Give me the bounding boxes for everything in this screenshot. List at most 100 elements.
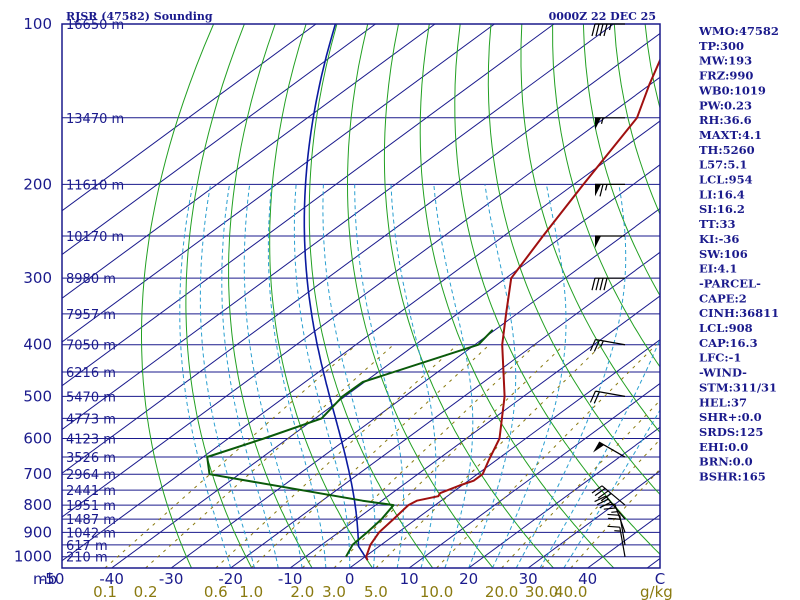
- height-label: 1951 m: [66, 499, 116, 514]
- mixing-ratio-line: [436, 344, 657, 568]
- index-line: LFC:-1: [699, 351, 741, 365]
- mixing-ratio-tick-label: 0.2: [134, 583, 158, 600]
- index-line: MAXT:4.1: [699, 128, 762, 142]
- height-label: 13470 m: [66, 112, 124, 127]
- isotherm-line: [62, 120, 660, 562]
- temperature-tick-label: 0: [345, 570, 355, 588]
- index-line: RH:36.6: [699, 113, 752, 127]
- index-line: BRN:0.0: [699, 455, 753, 469]
- height-label: 8980 m: [66, 272, 116, 287]
- height-label: 3526 m: [66, 451, 116, 466]
- index-line: TH:5260: [699, 143, 755, 157]
- mixing-ratio-tick-label: 3.0: [322, 583, 346, 600]
- parcel-path: [303, 24, 369, 561]
- isotherm-line: [62, 24, 555, 387]
- pressure-tick-label: 600: [23, 430, 52, 448]
- thermo-grid: [62, 24, 660, 568]
- isotherm-line: [527, 470, 660, 568]
- index-line: LI:16.4: [699, 187, 745, 201]
- index-line: TP:300: [699, 39, 744, 53]
- height-label: 617 m: [66, 539, 108, 554]
- index-line: WMO:47582: [698, 24, 779, 38]
- wind-barb: [591, 23, 625, 37]
- index-line: SW:106: [699, 247, 748, 261]
- wind-barb: [593, 441, 626, 458]
- pressure-tick-label: 500: [23, 387, 52, 405]
- index-line: KI:-36: [699, 232, 739, 246]
- moist-adiabat: [267, 184, 327, 568]
- dry-adiabat: [269, 24, 373, 568]
- isotherm-line: [62, 24, 495, 343]
- mixing-ratio-line: [375, 344, 603, 568]
- isotherm-line: [62, 24, 614, 431]
- moist-adiabat: [179, 184, 232, 568]
- dry-adiabat: [141, 24, 215, 568]
- wind-barb: [607, 525, 626, 557]
- index-line: SRDS:125: [699, 425, 763, 439]
- pressure-tick-label: 200: [23, 175, 52, 193]
- mixing-ratio-line: [501, 399, 660, 568]
- index-line: LCL:954: [699, 173, 753, 187]
- temperature-tick-label: -50: [40, 570, 65, 588]
- height-label: 2964 m: [66, 468, 116, 483]
- mixing-ratio-tick-label: 0.1: [93, 583, 117, 600]
- chart-title-station: RJSR (47582) Sounding: [66, 10, 213, 23]
- moist-adiabat: [539, 338, 660, 568]
- mixing-ratio-line: [333, 344, 565, 568]
- dry-adiabat: [552, 24, 660, 368]
- isotherm-line: [349, 339, 660, 568]
- mixing-ratio-tick-label: 20.0: [485, 583, 518, 600]
- pressure-tick-label: 1000: [14, 548, 52, 566]
- isotherm-line: [62, 24, 436, 299]
- mixing-ratio-tick-label: 0.6: [204, 583, 228, 600]
- pressure-tick-label: 800: [23, 496, 52, 514]
- height-label: 16650 m: [66, 18, 124, 33]
- temperature-profile: [365, 57, 660, 561]
- moist-adiabat: [199, 184, 255, 568]
- moist-adiabat: [221, 184, 279, 568]
- wind-barb: [595, 235, 625, 248]
- isotherm-line: [170, 207, 660, 568]
- height-label: 7957 m: [66, 308, 116, 323]
- pressure-tick-label: 400: [23, 336, 52, 354]
- index-line: EHI:0.0: [699, 440, 748, 454]
- mixing-ratio-line: [301, 344, 536, 568]
- index-line: L57:5.1: [699, 158, 747, 172]
- pressure-tick-label: 700: [23, 465, 52, 483]
- isotherm-line: [62, 24, 376, 256]
- moist-adiabat: [293, 184, 351, 568]
- temperature-tick-label: 30: [519, 570, 538, 588]
- temperature-tick-label: -20: [218, 570, 243, 588]
- height-label: 6216 m: [66, 366, 116, 381]
- moist-adiabat: [433, 184, 474, 568]
- mixing-ratio-line: [541, 438, 660, 568]
- index-line: TT:33: [699, 217, 736, 231]
- index-line: MW:193: [699, 54, 752, 68]
- mixing-ratio-tick-label: 30.0: [525, 583, 558, 600]
- chart-title-time: 0000Z 22 DEC 25: [549, 10, 656, 23]
- temperature-tick-label: -10: [278, 570, 303, 588]
- mixing-ratio-tick-label: 10.0: [420, 583, 453, 600]
- index-line: WB0:1019: [698, 83, 766, 97]
- dry-adiabat: [454, 24, 660, 555]
- wind-barbs: [589, 23, 626, 557]
- mixing-ratio-tick-label: 1.0: [239, 583, 263, 600]
- dry-adiabat: [383, 24, 554, 568]
- index-line: FRZ:990: [699, 69, 753, 83]
- height-label: 210 m: [66, 551, 108, 566]
- index-line: EI:4.1: [699, 262, 737, 276]
- isotherm-line: [62, 32, 660, 474]
- mixing-ratio-tick-label: 40.0: [554, 583, 587, 600]
- moist-adiabat: [322, 184, 376, 568]
- dry-adiabat: [346, 24, 494, 568]
- moist-adiabat: [243, 184, 303, 568]
- height-label: 10170 m: [66, 230, 124, 245]
- mixing-ratio-unit-label: g/kg: [640, 583, 673, 600]
- temperature-tick-label: -30: [159, 570, 184, 588]
- temperature-tick-label: 10: [400, 570, 419, 588]
- index-line: SI:16.2: [699, 202, 745, 216]
- moist-adiabat: [563, 409, 660, 568]
- height-label: 1487 m: [66, 513, 116, 528]
- moist-adiabat: [515, 184, 627, 568]
